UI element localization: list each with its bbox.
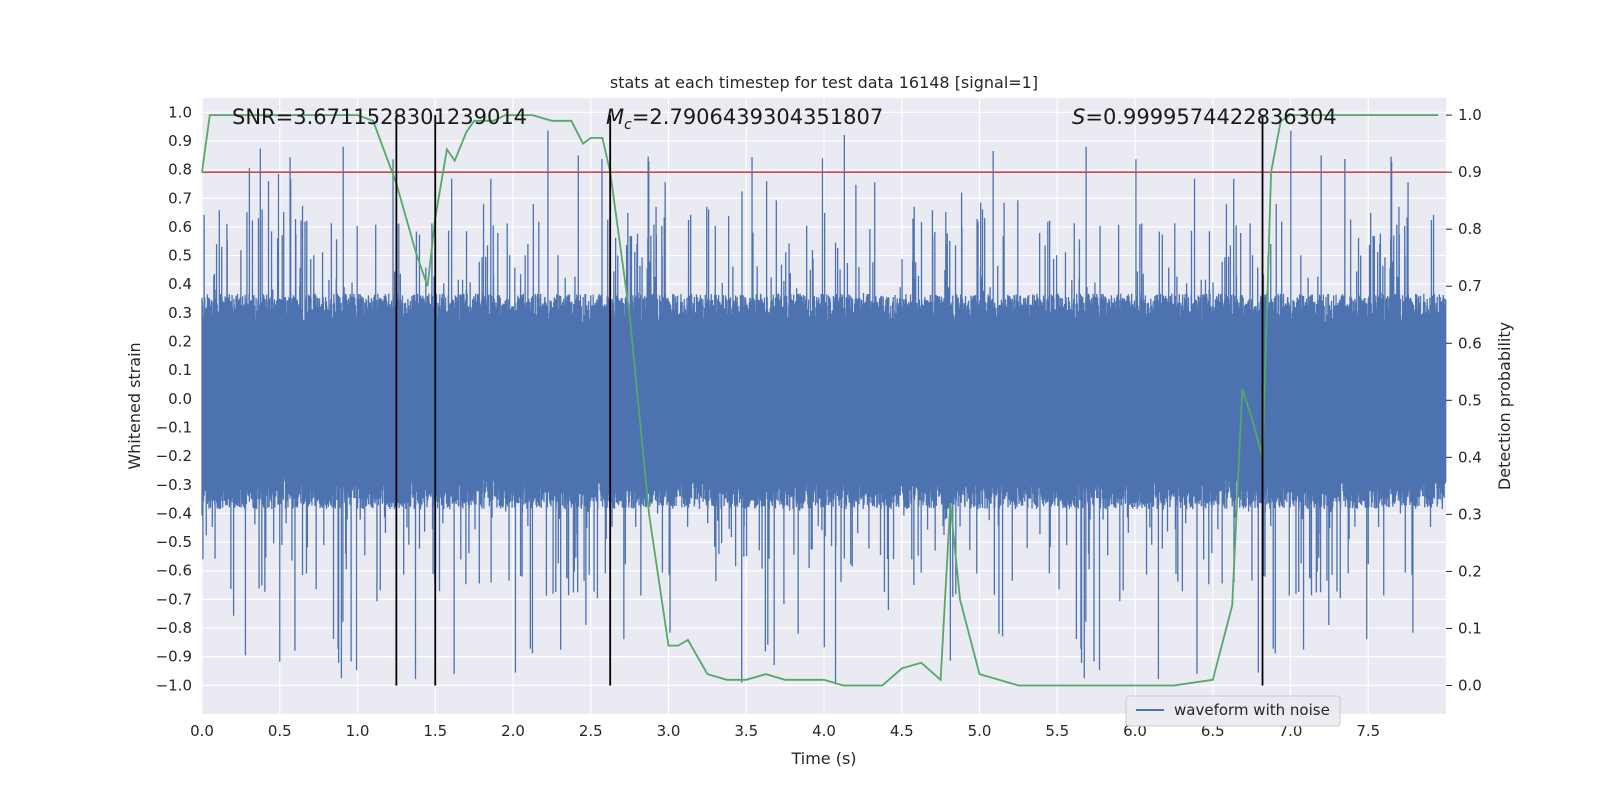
- right-y-tick-label: 1.0: [1458, 106, 1482, 124]
- right-y-tick-label: 0.5: [1458, 391, 1482, 409]
- x-tick-label: 5.5: [1045, 722, 1069, 740]
- vertical-markers: [395, 115, 1264, 686]
- left-y-tick-label: 0.7: [168, 189, 192, 207]
- right-y-tick-label: 0.9: [1458, 163, 1482, 181]
- left-y-tick-label: −0.5: [156, 533, 192, 551]
- left-y-tick-label: −0.4: [156, 504, 192, 522]
- chart-title: stats at each timestep for test data 161…: [610, 73, 1038, 92]
- legend: waveform with noise: [1125, 695, 1341, 727]
- left-y-tick-label: 0.3: [168, 304, 192, 322]
- left-y-tick-label: 0.0: [168, 390, 192, 408]
- right-y-tick-label: 0.6: [1458, 334, 1482, 352]
- legend-label-waveform: waveform with noise: [1174, 701, 1330, 719]
- x-tick-label: 1.0: [346, 722, 370, 740]
- left-y-tick-labels: 1.0 0.9 0.8 0.7 0.6 0.5 0.4 0.3 0.2 0.1 0.0 −0.1 −0.…: [156, 103, 192, 694]
- right-y-tick-label: 0.3: [1458, 505, 1482, 523]
- left-y-tick-label: 0.6: [168, 218, 192, 236]
- left-y-tick-label: 0.2: [168, 333, 192, 351]
- s-value: =0.9999574422836304: [1085, 105, 1336, 129]
- right-y-tick-label: 0.4: [1458, 448, 1482, 466]
- left-y-tick-label: −0.9: [156, 648, 192, 666]
- chirp-mass-annotation: Mc=2.7906439304351807: [606, 105, 883, 133]
- left-y-tick-label: 1.0: [168, 103, 192, 121]
- right-y-tick-label: 0.2: [1458, 562, 1482, 580]
- x-axis-label: Time (s): [790, 749, 856, 768]
- right-y-tick-label: 0.7: [1458, 277, 1482, 295]
- s-symbol: S: [1072, 105, 1085, 129]
- x-tick-label: 0.5: [268, 722, 292, 740]
- left-y-tick-label: 0.4: [168, 275, 192, 293]
- right-y-axis-label: Detection probability: [1495, 322, 1514, 490]
- left-y-axis-label: Whitened strain: [125, 342, 144, 469]
- x-tick-label: 4.5: [890, 722, 914, 740]
- detection-probability-line: [201, 114, 1439, 687]
- left-y-tick-label: 0.1: [168, 361, 192, 379]
- x-tick-label: 1.5: [423, 722, 447, 740]
- x-tick-label: 3.5: [734, 722, 758, 740]
- x-tick-label: 5.0: [968, 722, 992, 740]
- waveform-core-band: [202, 326, 1446, 478]
- right-y-tick-label: 0.0: [1458, 676, 1482, 694]
- legend-box: [1125, 695, 1341, 727]
- right-y-tick-label: 0.8: [1458, 220, 1482, 238]
- left-y-tick-label: −0.1: [156, 418, 192, 436]
- x-tick-label: 4.0: [812, 722, 836, 740]
- right-y-tick-labels: 1.0 0.9 0.8 0.7 0.6 0.5 0.4 0.3 0.2 0.1 0.0: [1446, 106, 1482, 694]
- left-y-tick-label: −0.2: [156, 447, 192, 465]
- left-y-tick-label: 0.8: [168, 161, 192, 179]
- s-annotation: S=0.9999574422836304: [1072, 105, 1337, 129]
- mc-value: =2.7906439304351807: [632, 105, 883, 129]
- snr-annotation: SNR=3.6711528301239014: [232, 105, 527, 129]
- left-y-tick-label: 0.5: [168, 247, 192, 265]
- x-tick-label: 0.0: [190, 722, 214, 740]
- x-tick-label: 2.5: [579, 722, 603, 740]
- left-y-tick-label: 0.9: [168, 132, 192, 150]
- right-y-tick-label: 0.1: [1458, 619, 1482, 637]
- left-y-tick-label: −0.8: [156, 619, 192, 637]
- x-tick-label: 7.5: [1356, 722, 1380, 740]
- left-y-tick-label: −1.0: [156, 676, 192, 694]
- left-y-tick-label: −0.7: [156, 590, 192, 608]
- mc-subscript: c: [624, 117, 632, 133]
- left-y-tick-label: −0.3: [156, 476, 192, 494]
- left-y-tick-label: −0.6: [156, 562, 192, 580]
- mc-symbol: M: [606, 105, 624, 129]
- x-tick-label: 2.0: [501, 722, 525, 740]
- x-tick-label: 3.0: [657, 722, 681, 740]
